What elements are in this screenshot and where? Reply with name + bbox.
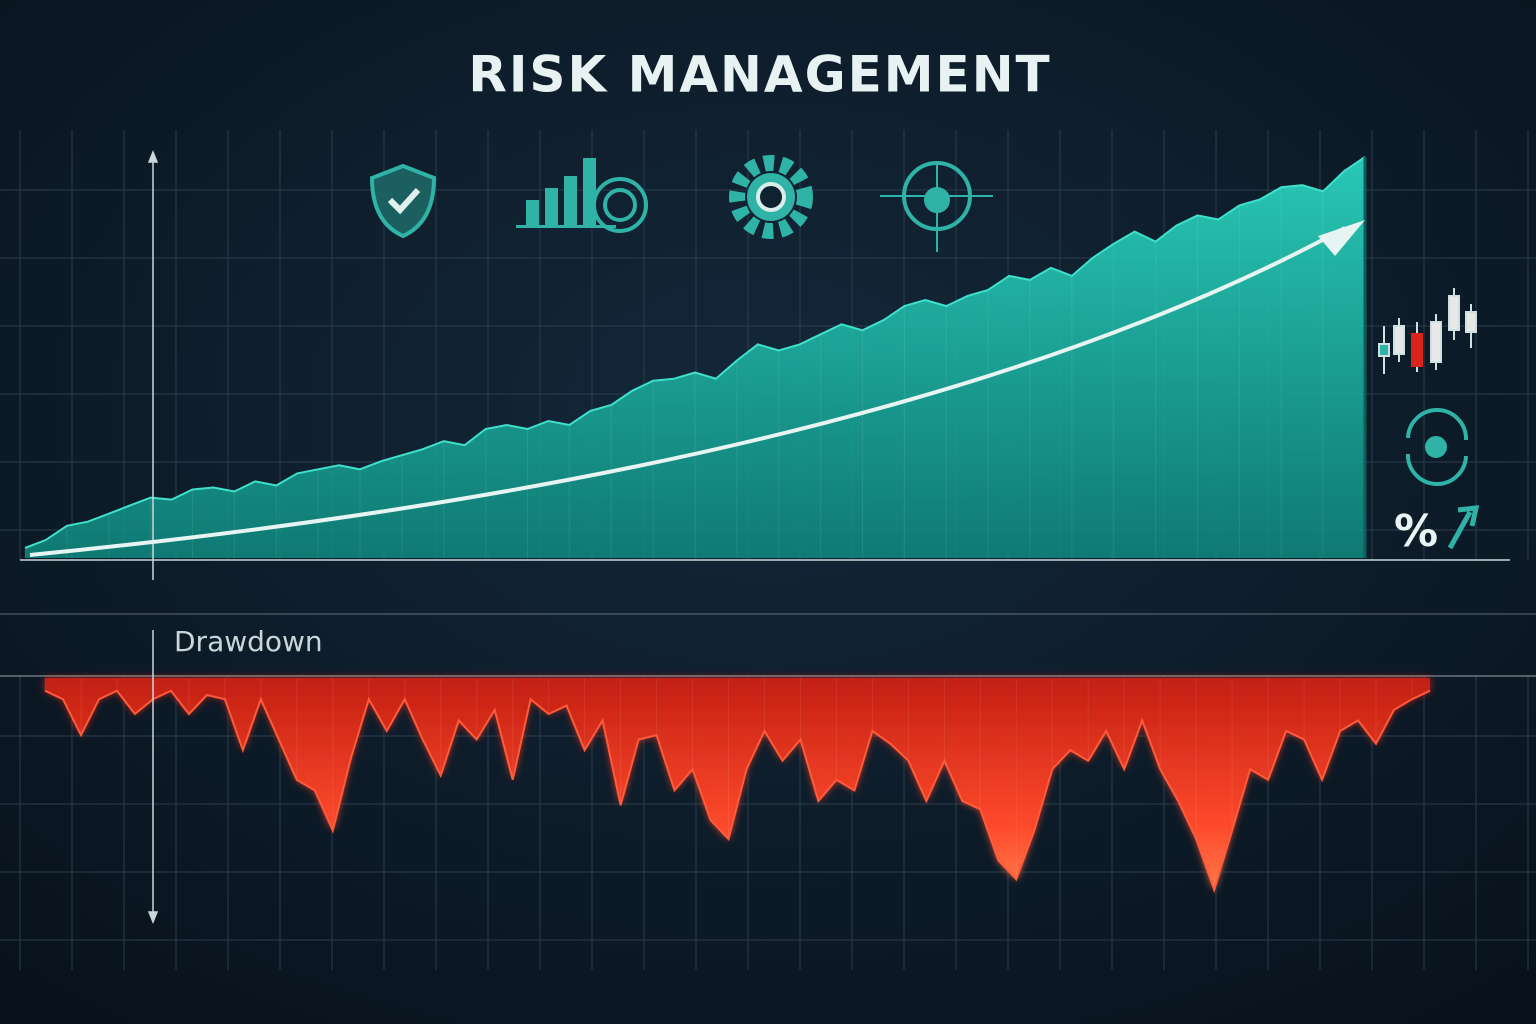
shield-icon: [369, 163, 437, 239]
axes: [0, 149, 1536, 925]
area: [45, 678, 1430, 890]
line: [44, 689, 1431, 894]
line: [24, 156, 1366, 549]
axis-arrow: [147, 911, 159, 925]
gear-icon: [756, 182, 786, 212]
percent-label: %: [1394, 506, 1438, 557]
plots: [24, 156, 1431, 894]
drawdown-title: Drawdown: [174, 625, 323, 658]
trend-arrow: [29, 226, 1346, 557]
chart-title: RISK MANAGEMENT: [468, 46, 1051, 104]
bars-icon-ring: [592, 177, 648, 233]
percent-arrow: [1447, 505, 1480, 550]
gear-icon: [729, 155, 813, 239]
bars-icon-ring: [603, 188, 637, 222]
candles-icon: [1378, 288, 1477, 374]
target-icon: [924, 187, 950, 213]
area: [25, 157, 1365, 558]
check-icon: [387, 187, 421, 215]
icons: [369, 155, 1480, 550]
trend-arrow-head: [1318, 220, 1365, 256]
refresh-icon: [1425, 436, 1447, 458]
axis-arrow: [147, 149, 159, 163]
refresh-icon: [1405, 408, 1469, 486]
